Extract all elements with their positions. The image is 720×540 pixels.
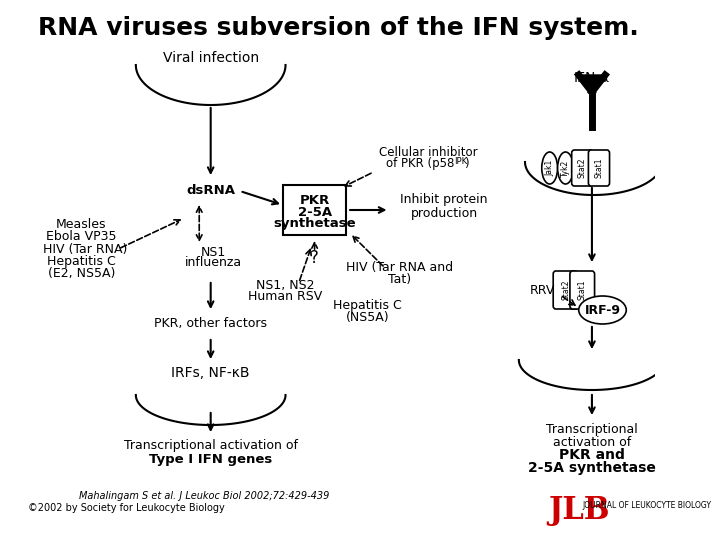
Text: Tat): Tat) [388, 273, 412, 287]
Text: of PKR (p58: of PKR (p58 [386, 158, 454, 171]
Text: synthetase: synthetase [274, 217, 356, 230]
Text: ): ) [464, 158, 469, 171]
FancyBboxPatch shape [572, 150, 593, 186]
Text: PKR: PKR [300, 193, 330, 206]
Text: NS1: NS1 [201, 246, 226, 259]
Text: activation of: activation of [553, 435, 631, 449]
Text: PKR and: PKR and [559, 448, 625, 462]
Text: Stat1: Stat1 [577, 280, 587, 300]
FancyBboxPatch shape [570, 271, 595, 309]
Text: IRFs, NF-κB: IRFs, NF-κB [171, 366, 250, 380]
Text: (E2, NS5A): (E2, NS5A) [48, 267, 115, 280]
Text: Tyk2: Tyk2 [561, 159, 570, 177]
Polygon shape [579, 75, 605, 92]
Text: Transcriptional activation of: Transcriptional activation of [124, 440, 297, 453]
Text: ?: ? [310, 249, 319, 267]
Text: Type I IFN genes: Type I IFN genes [149, 453, 272, 465]
FancyBboxPatch shape [588, 150, 610, 186]
Text: Transcriptional: Transcriptional [546, 423, 638, 436]
Text: Jak1: Jak1 [545, 160, 554, 176]
Text: 2-5A: 2-5A [297, 206, 332, 219]
Text: JLB: JLB [548, 495, 609, 525]
Text: Hepatitis C: Hepatitis C [333, 299, 402, 312]
Text: ©2002 by Society for Leukocyte Biology: ©2002 by Society for Leukocyte Biology [28, 503, 225, 513]
Text: RRV: RRV [530, 284, 555, 296]
Ellipse shape [579, 296, 626, 324]
Text: HIV (Tar RNA and: HIV (Tar RNA and [346, 261, 454, 274]
Ellipse shape [557, 152, 573, 184]
Text: Cellular inhibitor: Cellular inhibitor [379, 145, 477, 159]
Text: Measles: Measles [56, 219, 107, 232]
Text: Inhibit protein: Inhibit protein [400, 193, 487, 206]
Text: Viral infection: Viral infection [163, 51, 258, 65]
Text: 2-5A synthetase: 2-5A synthetase [528, 461, 656, 475]
FancyBboxPatch shape [283, 185, 346, 235]
Ellipse shape [541, 152, 557, 184]
Text: Hepatitis C: Hepatitis C [47, 254, 116, 267]
Text: Human RSV: Human RSV [248, 291, 323, 303]
Text: dsRNA: dsRNA [186, 185, 235, 198]
Text: influenza: influenza [185, 256, 242, 269]
Text: production: production [410, 206, 477, 219]
Text: Ebola VP35: Ebola VP35 [46, 231, 117, 244]
Text: JOURNAL OF LEUKOCYTE BIOLOGY: JOURNAL OF LEUKOCYTE BIOLOGY [582, 502, 711, 510]
Text: HIV (Tar RNA): HIV (Tar RNA) [42, 242, 127, 255]
Text: RNA viruses subversion of the IFN system.: RNA viruses subversion of the IFN system… [38, 16, 639, 40]
Text: Stat2: Stat2 [561, 280, 570, 300]
Text: (NS5A): (NS5A) [346, 310, 390, 323]
Text: NS1, NS2: NS1, NS2 [256, 279, 315, 292]
Text: IRF-9: IRF-9 [585, 303, 621, 316]
Text: Mahalingam S et al. J Leukoc Biol 2002;72:429-439: Mahalingam S et al. J Leukoc Biol 2002;7… [78, 491, 329, 501]
Text: IFN-α: IFN-α [574, 71, 610, 85]
Text: Stat2: Stat2 [577, 158, 587, 178]
Text: PKR, other factors: PKR, other factors [154, 318, 267, 330]
Text: IPK: IPK [454, 157, 468, 165]
Text: Stat1: Stat1 [595, 158, 603, 178]
FancyBboxPatch shape [553, 271, 578, 309]
